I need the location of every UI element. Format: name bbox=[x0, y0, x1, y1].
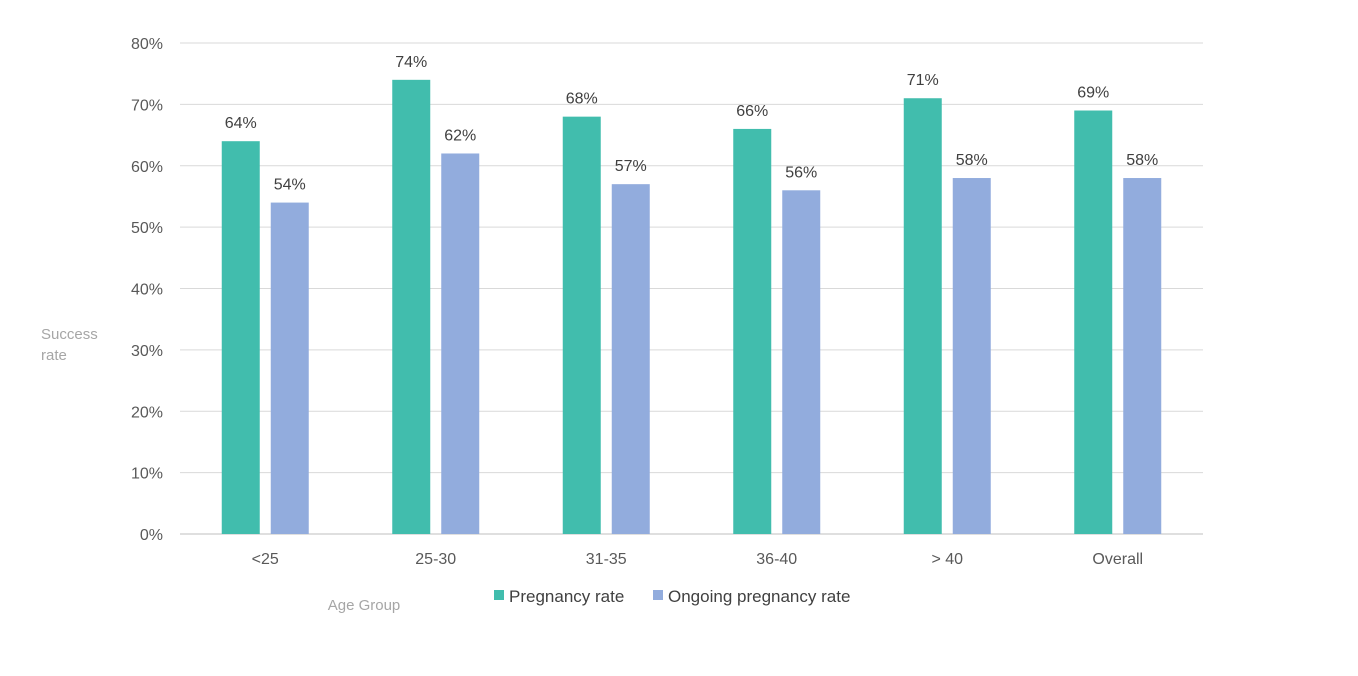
x-tick-label: 25-30 bbox=[415, 551, 456, 568]
bar-pregnancy-rate bbox=[1074, 110, 1113, 534]
y-tick-label: 80% bbox=[131, 36, 163, 53]
bar-pregnancy-rate bbox=[733, 128, 772, 535]
data-label: 57% bbox=[615, 158, 647, 175]
bar-pregnancy-rate bbox=[392, 79, 431, 534]
x-axis-tick-labels: <25 25-30 31-35 36-40 > 40 Overall bbox=[252, 551, 1143, 568]
bar-ongoing-pregnancy-rate bbox=[952, 178, 991, 534]
y-tick-label: 0% bbox=[140, 527, 163, 544]
data-label: 66% bbox=[736, 103, 768, 120]
legend-item-pregnancy-rate: Pregnancy rate bbox=[494, 587, 624, 606]
legend-swatch bbox=[653, 590, 663, 600]
legend-swatch bbox=[494, 590, 504, 600]
gridlines bbox=[180, 42, 1203, 535]
legend-label: Ongoing pregnancy rate bbox=[668, 587, 850, 606]
bar-pregnancy-rate bbox=[903, 98, 942, 535]
bars bbox=[221, 79, 1162, 535]
data-label: 69% bbox=[1077, 85, 1109, 102]
legend-item-ongoing-pregnancy-rate: Ongoing pregnancy rate bbox=[653, 587, 850, 606]
x-tick-label: 36-40 bbox=[756, 551, 797, 568]
y-tick-label: 20% bbox=[131, 404, 163, 421]
x-axis-title: Age Group bbox=[328, 597, 401, 614]
data-label: 62% bbox=[444, 127, 476, 144]
y-axis-tick-labels: 0% 10% 20% 30% 40% 50% 60% 70% 80% bbox=[131, 36, 163, 544]
y-tick-label: 40% bbox=[131, 282, 163, 299]
y-tick-label: 70% bbox=[131, 97, 163, 114]
data-label: 54% bbox=[274, 177, 306, 194]
x-tick-label: > 40 bbox=[931, 551, 963, 568]
y-tick-label: 30% bbox=[131, 343, 163, 360]
bar-pregnancy-rate bbox=[562, 116, 601, 535]
data-label: 74% bbox=[395, 54, 427, 71]
bar-ongoing-pregnancy-rate bbox=[441, 153, 480, 534]
bar-ongoing-pregnancy-rate bbox=[611, 184, 650, 534]
data-label: 58% bbox=[956, 152, 988, 169]
bar-ongoing-pregnancy-rate bbox=[782, 190, 821, 535]
y-tick-label: 50% bbox=[131, 220, 163, 237]
data-labels: 64% 54% 74% 62% 68% 57% 66% 56% 71% 58% 69% 58% bbox=[225, 54, 1159, 194]
data-label: 68% bbox=[566, 91, 598, 108]
y-axis-title-line-1: Success bbox=[41, 326, 98, 343]
x-tick-label: 31-35 bbox=[586, 551, 627, 568]
legend-label: Pregnancy rate bbox=[509, 587, 624, 606]
y-axis-title-line-2: rate bbox=[41, 347, 67, 364]
y-tick-label: 60% bbox=[131, 159, 163, 176]
legend: Pregnancy rate Ongoing pregnancy rate bbox=[494, 587, 850, 606]
data-label: 64% bbox=[225, 115, 257, 132]
bar-ongoing-pregnancy-rate bbox=[270, 202, 309, 534]
x-tick-label: Overall bbox=[1092, 551, 1143, 568]
x-tick-label: <25 bbox=[252, 551, 279, 568]
data-label: 58% bbox=[1126, 152, 1158, 169]
bar-pregnancy-rate bbox=[221, 141, 260, 534]
data-label: 56% bbox=[785, 164, 817, 181]
data-label: 71% bbox=[907, 72, 939, 89]
y-tick-label: 10% bbox=[131, 466, 163, 483]
y-axis-title: Success rate bbox=[41, 326, 102, 364]
bar-ongoing-pregnancy-rate bbox=[1123, 178, 1162, 534]
